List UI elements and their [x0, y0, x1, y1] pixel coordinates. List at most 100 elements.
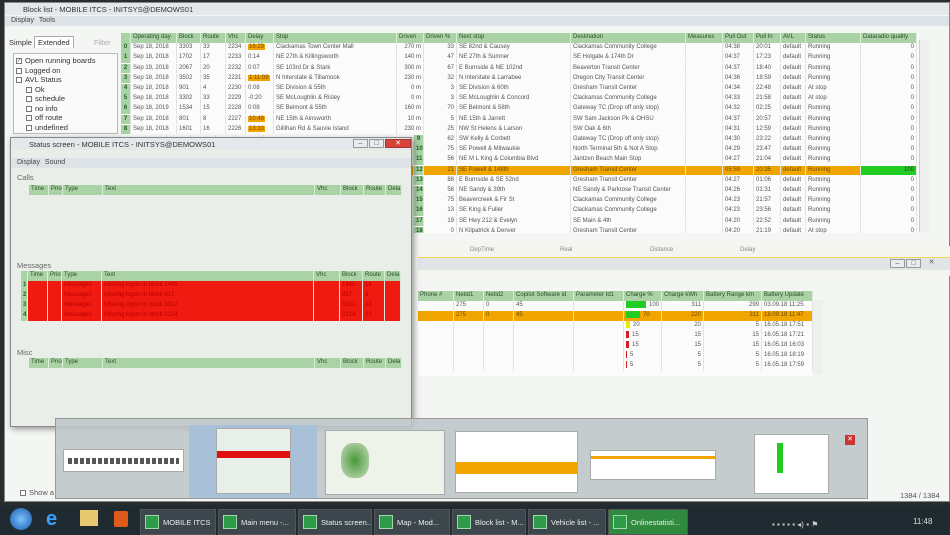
column-header[interactable]: Stop — [274, 33, 397, 43]
menu-display[interactable]: Display — [11, 17, 34, 24]
column-header[interactable]: Pull Out — [723, 33, 754, 43]
column-header[interactable]: Prio — [49, 358, 63, 368]
column-header[interactable]: Prio — [48, 271, 62, 281]
system-tray[interactable]: ▪ ▪ ▪ ▪ ▪ ◂) ▪ ⚑ — [772, 520, 819, 529]
column-header[interactable]: Type — [63, 185, 103, 195]
table-row[interactable]: 10 75 SE Powell & Milwaukie North Terminal … — [121, 145, 919, 155]
column-header[interactable]: Netid2 — [484, 291, 514, 301]
table-row[interactable]: 5 5 5 16.05.18 18:19 — [418, 351, 813, 361]
table-row[interactable]: 1 Sep 18, 2018 1702 17 2233 0:14 NE 27th & Kil… — [121, 53, 919, 63]
table-row[interactable]: 15 15 15 16.05.18 16:03 — [418, 341, 813, 351]
explorer-icon[interactable] — [80, 510, 98, 526]
message-row[interactable]: 1 Messages Missing logon in block 1445 1445… — [21, 281, 407, 291]
column-header[interactable]: Operating day — [131, 33, 177, 43]
column-header[interactable]: Vhc — [314, 271, 340, 281]
taskbar-item[interactable]: Onlinestatisti... — [608, 509, 688, 535]
column-header[interactable]: Route — [201, 33, 226, 43]
column-header[interactable]: Delay — [246, 33, 274, 43]
column-header[interactable]: Text — [102, 271, 314, 281]
menu-sound[interactable]: Sound — [44, 159, 66, 166]
column-header[interactable]: AVL — [781, 33, 806, 43]
column-header[interactable]: Vhc — [315, 358, 341, 368]
column-header[interactable]: Route — [364, 185, 386, 195]
column-header[interactable]: Text — [103, 185, 315, 195]
thumb-main-menu[interactable] — [63, 449, 184, 472]
checkbox[interactable] — [26, 115, 32, 122]
minimize-button[interactable]: – — [353, 139, 368, 148]
table-row[interactable]: 5 5 5 16.05.18 17:59 — [418, 361, 813, 371]
filter-item-1[interactable]: Logged on — [16, 66, 115, 76]
show-all-checkbox[interactable]: Show a — [20, 488, 54, 497]
column-header[interactable]: Status — [806, 33, 861, 43]
taskbar-item[interactable]: Block list - M... — [452, 509, 526, 535]
column-header[interactable]: Block — [340, 271, 363, 281]
column-header[interactable]: Next stop — [457, 33, 571, 43]
menu-tools[interactable]: Tools — [38, 17, 56, 24]
column-header[interactable]: Phone # — [418, 291, 454, 301]
checkbox[interactable] — [26, 124, 32, 131]
filter-item-2[interactable]: AVL Status — [16, 75, 115, 85]
block-list-scrollbar[interactable] — [919, 40, 929, 232]
table-row[interactable]: 15 15 15 16.05.18 17:21 — [418, 331, 813, 341]
thumb-map[interactable] — [325, 430, 445, 495]
table-row[interactable]: 14 58 NE Sandy & 39th NE Sandy & Parkrose T… — [121, 186, 919, 196]
column-header[interactable]: Time — [29, 185, 49, 195]
taskbar-item[interactable]: MOBILE ITCS — [140, 509, 216, 535]
filter-item-6[interactable]: off route — [16, 113, 115, 123]
checkbox[interactable] — [26, 96, 32, 103]
column-header[interactable]: Driven — [397, 33, 424, 43]
column-header[interactable]: Vhc — [315, 185, 341, 195]
column-header[interactable]: Block — [341, 358, 364, 368]
taskbar-item[interactable]: Status screen... — [298, 509, 372, 535]
column-header[interactable]: Text — [103, 358, 315, 368]
column-header[interactable]: Measures — [686, 33, 723, 43]
message-row[interactable]: 2 Messages Missing logon in block 917 917 9 — [21, 291, 407, 301]
maximize-button[interactable]: □ — [906, 259, 921, 268]
table-row[interactable]: 3 Sep 18, 2018 3502 35 2231 1:11:09 N Intersta… — [121, 73, 919, 84]
table-row[interactable]: 0 Sep 18, 2018 3303 33 2234 16:29 Clackamas To… — [121, 43, 919, 53]
column-header[interactable]: Dela — [386, 358, 402, 368]
maximize-button[interactable]: □ — [369, 139, 384, 148]
column-header[interactable]: Route — [363, 271, 385, 281]
column-header[interactable]: Copilot Software id — [514, 291, 574, 301]
checkbox[interactable]: ✓ — [16, 58, 22, 65]
vehicle-list-scrollbar[interactable] — [813, 300, 823, 375]
ie-icon[interactable]: e — [46, 508, 58, 530]
message-row[interactable]: 3 Messages Missing logon in block 3312 3312… — [21, 301, 407, 311]
filter-item-0[interactable]: ✓ Open running boards — [16, 56, 115, 66]
checkbox[interactable] — [26, 86, 32, 93]
checkbox[interactable] — [16, 67, 22, 74]
tab-extended[interactable]: Extended — [34, 36, 74, 48]
column-header[interactable]: Driven % — [424, 33, 457, 43]
thumb-status-screen[interactable] — [216, 428, 291, 494]
column-header[interactable]: Dela — [386, 185, 402, 195]
tab-filter[interactable]: Filter — [93, 38, 111, 47]
menu-display[interactable]: Display — [17, 159, 40, 166]
column-header[interactable]: Vhc — [226, 33, 246, 43]
taskbar-item[interactable]: Main menu -... — [218, 509, 296, 535]
column-header[interactable]: Dela — [385, 271, 401, 281]
table-row[interactable]: 9 62 SW Kelly & Corbett Gateway TC (Drop of… — [121, 135, 919, 145]
column-header[interactable]: Block — [341, 185, 364, 195]
table-row[interactable]: 2 Sep 19, 2018 2067 20 2232 0:07 SE 103rd Dr &… — [121, 63, 919, 74]
column-header[interactable]: Type — [63, 358, 103, 368]
table-row[interactable]: 8 Sep 18, 2018 1601 16 2226 13:10 Gillihan Rd … — [121, 124, 919, 135]
column-header[interactable]: Pull In — [754, 33, 781, 43]
column-header[interactable] — [21, 271, 28, 281]
table-row[interactable]: 4 Sep 18, 2018 901 4 2230 0:08 SE Division & 5… — [121, 84, 919, 94]
column-header[interactable]: Parameter Id1 — [574, 291, 624, 301]
column-header[interactable]: Netid1 — [454, 291, 484, 301]
column-header[interactable]: Route — [364, 358, 386, 368]
table-row[interactable]: 275 0 45 100 311 299 03.09.18 11:25 — [418, 301, 813, 311]
column-header[interactable]: Charge kWh — [662, 291, 704, 301]
column-header[interactable]: Time — [29, 358, 49, 368]
thumb-vehicle-list[interactable] — [590, 450, 716, 480]
tab-simple[interactable]: Simple — [9, 38, 32, 47]
start-button[interactable] — [10, 508, 32, 530]
filter-item-4[interactable]: schedule — [16, 94, 115, 104]
table-row[interactable]: 5 Sep 18, 2018 3302 33 2229 -0:20 SE McLoughli… — [121, 94, 919, 104]
taskbar-item[interactable]: Vehicle list - ... — [528, 509, 606, 535]
filter-item-3[interactable]: Ok — [16, 85, 115, 95]
close-button[interactable]: ✕ — [928, 259, 935, 266]
thumb-block-list[interactable] — [455, 431, 578, 493]
